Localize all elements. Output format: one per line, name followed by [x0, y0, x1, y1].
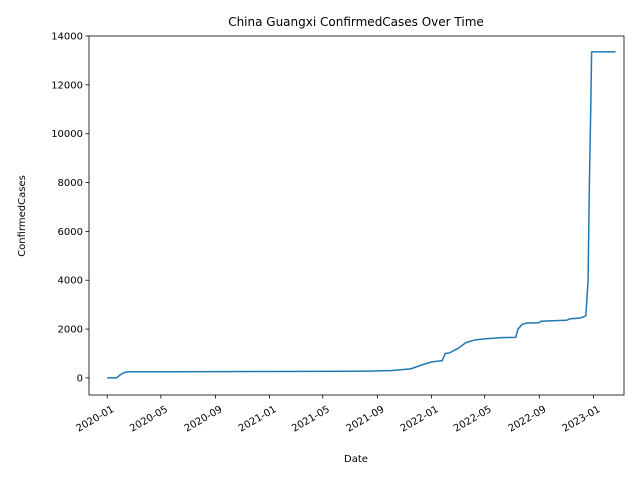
series-line	[107, 51, 616, 379]
x-axis-label: Date	[344, 454, 368, 465]
y-axis-ticks: 0 2000 4000 6000 8000 10000 12000 14000	[51, 32, 89, 384]
y-tick-label: 0	[77, 373, 83, 384]
y-tick-label: 4000	[58, 276, 83, 287]
y-tick-label: 14000	[51, 32, 83, 43]
y-axis-label: ConfirmedCases	[17, 175, 28, 257]
y-tick-label: 12000	[51, 80, 83, 91]
plot-area-frame	[88, 35, 625, 396]
y-tick-label: 2000	[58, 325, 83, 336]
y-tick-label: 6000	[58, 227, 83, 238]
y-tick-label: 10000	[51, 129, 83, 140]
y-tick-label: 8000	[58, 178, 83, 189]
chart-title: China Guangxi ConfirmedCases Over Time	[228, 15, 484, 29]
